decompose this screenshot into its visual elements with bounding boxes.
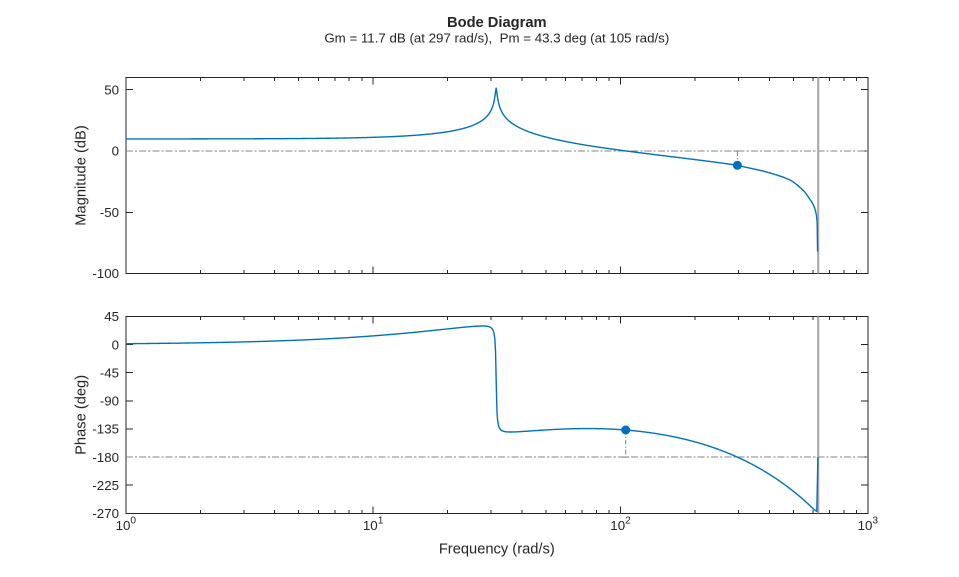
svg-text:50: 50 bbox=[104, 82, 119, 97]
svg-text:-45: -45 bbox=[100, 365, 119, 380]
svg-text:45: 45 bbox=[104, 309, 119, 324]
svg-text:-225: -225 bbox=[92, 478, 119, 493]
svg-text:0: 0 bbox=[112, 144, 119, 159]
svg-text:Magnitude (dB): Magnitude (dB) bbox=[74, 125, 90, 225]
svg-text:0: 0 bbox=[112, 337, 119, 352]
svg-text:Frequency (rad/s): Frequency (rad/s) bbox=[439, 542, 555, 558]
svg-text:-100: -100 bbox=[92, 266, 119, 281]
svg-text:Bode Diagram: Bode Diagram bbox=[447, 15, 547, 31]
svg-text:-180: -180 bbox=[92, 450, 119, 465]
svg-text:-270: -270 bbox=[92, 506, 119, 521]
svg-text:-90: -90 bbox=[100, 394, 119, 409]
svg-text:-50: -50 bbox=[100, 205, 119, 220]
svg-text:-135: -135 bbox=[92, 422, 119, 437]
svg-text:Gm = 11.7 dB (at 297 rad/s),: Gm = 11.7 dB (at 297 rad/s), Pm = 43.3 d… bbox=[324, 30, 669, 45]
svg-text:Phase (deg): Phase (deg) bbox=[74, 375, 90, 455]
